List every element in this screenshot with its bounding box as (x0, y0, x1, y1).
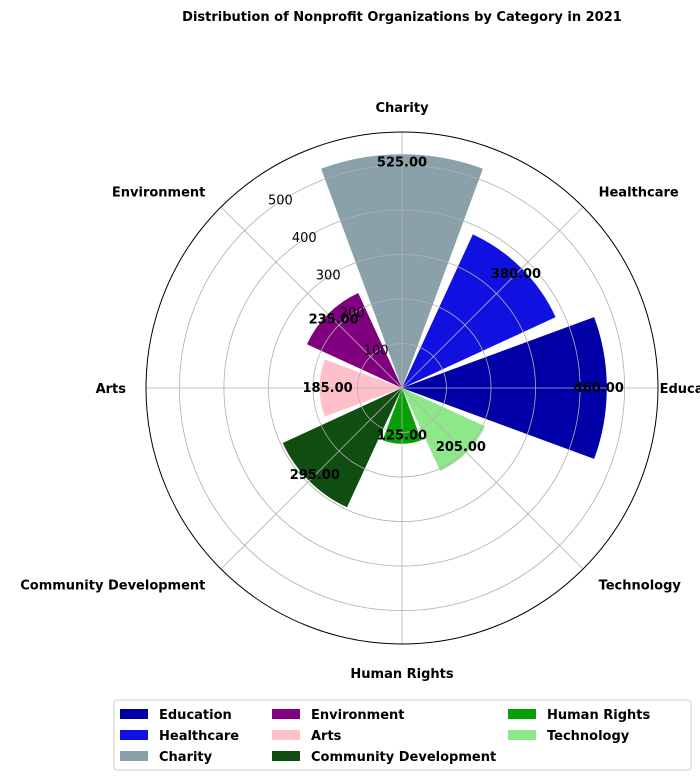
polar-frame (145, 131, 659, 645)
legend-label-community-development: Community Development (311, 750, 496, 765)
label-group: 100 200 300 400 500 Education Healthcare Charit… (20, 101, 700, 682)
value-label-arts: 185.00 (303, 381, 353, 396)
legend-label-human-rights: Human Rights (547, 708, 650, 723)
value-label-charity: 525.00 (377, 155, 427, 170)
legend-label-technology: Technology (547, 729, 630, 744)
legend-swatch-healthcare (120, 730, 148, 740)
value-label-technology: 205.00 (436, 440, 486, 455)
legend-label-education: Education (159, 708, 232, 723)
legend-box (113, 699, 692, 771)
legend-label-arts: Arts (311, 729, 342, 744)
radial-tick-label: 500 (268, 193, 293, 208)
category-label-technology: Technology (599, 579, 682, 594)
value-label-human-rights: 125.00 (377, 429, 427, 444)
radial-tick-label: 400 (292, 231, 317, 246)
chart-title: Distribution of Nonprofit Organizations … (182, 10, 622, 25)
radial-tick-label: 200 (340, 306, 365, 321)
grid-spoke (401, 387, 584, 570)
legend-swatch-environment (272, 709, 300, 719)
category-label-environment: Environment (112, 185, 206, 200)
category-label-arts: Arts (96, 382, 127, 397)
radial-tick-label: 100 (364, 344, 389, 359)
legend-swatch-technology (508, 730, 536, 740)
legend-swatch-education (120, 709, 148, 719)
value-label-education: 460.00 (574, 381, 624, 396)
polar-grid (145, 131, 659, 645)
category-label-human-rights: Human Rights (350, 667, 453, 682)
legend-swatch-charity (120, 751, 148, 761)
category-label-healthcare: Healthcare (599, 185, 679, 200)
value-label-healthcare: 380.00 (491, 267, 541, 282)
legend-swatch-arts (272, 730, 300, 740)
category-label-education: Education (660, 382, 700, 397)
legend-swatch-human-rights (508, 709, 536, 719)
legend-label-charity: Charity (159, 750, 213, 765)
legend-swatch-community-development (272, 751, 300, 761)
category-label-community-development: Community Development (20, 579, 205, 594)
value-label-environment: 235.00 (309, 313, 359, 328)
legend: Education Healthcare Charity Environment Art… (113, 699, 692, 771)
grid-spoke (220, 387, 403, 570)
legend-label-environment: Environment (311, 708, 405, 723)
legend-label-healthcare: Healthcare (159, 729, 239, 744)
category-label-charity: Charity (375, 101, 429, 116)
grid-spoke (401, 206, 584, 389)
radial-tick-label: 300 (316, 268, 341, 283)
grid-spoke (220, 206, 403, 389)
value-label-community-development: 295.00 (290, 468, 340, 483)
